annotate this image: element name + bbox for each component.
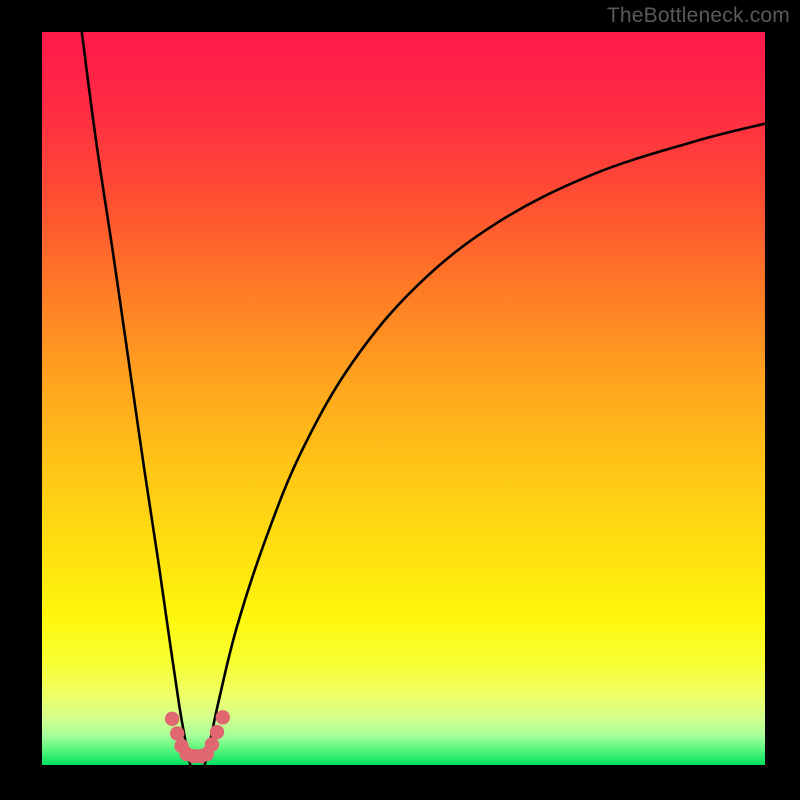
plot-area (42, 32, 765, 765)
marker-dot (210, 725, 224, 739)
marker-dot (170, 726, 184, 740)
chart-frame: TheBottleneck.com (0, 0, 800, 800)
marker-dot (165, 712, 179, 726)
left-curve (82, 32, 190, 765)
right-curve (205, 124, 765, 765)
marker-dot (216, 710, 230, 724)
watermark-text: TheBottleneck.com (607, 4, 790, 28)
marker-group (165, 710, 230, 763)
marker-dot (205, 737, 219, 751)
curve-svg (42, 32, 765, 765)
